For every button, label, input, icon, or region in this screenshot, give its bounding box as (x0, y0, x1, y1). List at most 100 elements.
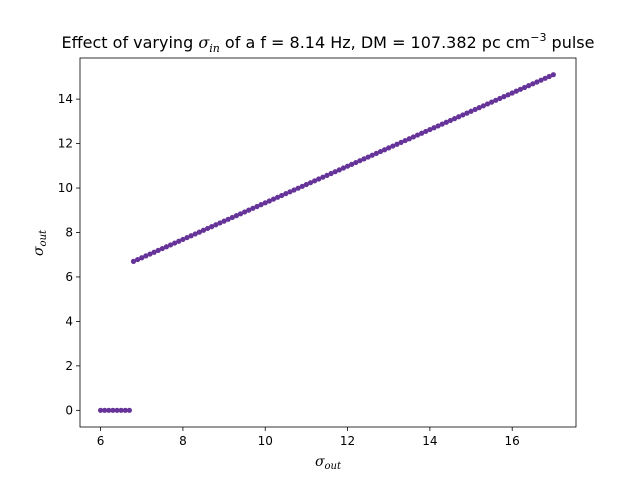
data-point (163, 244, 170, 250)
y-tick-label: 4 (65, 314, 73, 328)
x-tick-label: 14 (422, 434, 437, 448)
data-point (274, 194, 281, 200)
y-axis: 0 2 4 6 8 10 12 14 (58, 92, 80, 417)
data-point (443, 119, 449, 125)
data-point (427, 126, 433, 133)
data-point (472, 106, 478, 113)
data-point (381, 147, 388, 153)
data-point (102, 407, 108, 413)
x-tick-label: 6 (97, 434, 105, 448)
chart-title-suffix: pulse (546, 33, 594, 52)
data-point (357, 158, 363, 164)
data-point (172, 240, 178, 246)
data-point (406, 136, 412, 142)
data-point (159, 245, 165, 252)
chart-title-superscript: −3 (530, 31, 546, 44)
y-tick-label: 10 (58, 181, 73, 195)
data-point (361, 156, 367, 162)
data-point (435, 123, 441, 129)
y-tick-label: 2 (65, 359, 73, 373)
data-point (336, 167, 342, 173)
data-point (155, 247, 161, 254)
data-point (517, 86, 524, 92)
y-axis-label-sub: out (38, 229, 49, 246)
data-point (340, 165, 347, 171)
data-point (464, 110, 470, 116)
data-point (118, 407, 124, 413)
data-point (394, 141, 400, 147)
data-point (291, 187, 297, 193)
data-point (513, 88, 519, 94)
data-point (353, 159, 359, 166)
data-point (143, 253, 149, 259)
y-tick-label: 6 (65, 270, 73, 284)
x-axis-label-sub: out (325, 461, 342, 472)
data-point (139, 255, 145, 261)
chart-title-symbol-sub: in (209, 42, 220, 55)
data-point (460, 112, 466, 118)
data-point (237, 211, 244, 217)
data-point (509, 90, 515, 96)
data-point (126, 407, 132, 413)
data-point (521, 84, 528, 91)
y-axis-label-symbol: σ (31, 246, 47, 256)
data-point (209, 224, 215, 230)
data-point (180, 236, 186, 243)
data-point (316, 176, 322, 182)
x-axis-label-symbol: σ (315, 454, 325, 470)
data-point (106, 407, 112, 413)
data-point (546, 73, 552, 80)
data-point (390, 143, 396, 149)
chart-title-prefix: Effect of varying (62, 33, 199, 52)
data-point (167, 242, 174, 248)
data-point (188, 233, 194, 239)
data-point (493, 97, 499, 103)
data-point (254, 203, 260, 210)
data-point (451, 116, 458, 122)
data-point (287, 189, 293, 195)
data-point (538, 77, 544, 83)
data-point (213, 222, 219, 228)
data-point (151, 249, 157, 255)
data-point (328, 170, 334, 177)
data-point (279, 192, 285, 199)
data-point (192, 231, 198, 237)
data-point (349, 161, 355, 167)
data-point (324, 172, 330, 178)
y-tick-label: 8 (65, 225, 73, 239)
data-point (312, 178, 318, 184)
data-point (283, 191, 289, 197)
data-point (468, 108, 474, 114)
chart-title-symbol: σ (198, 33, 210, 52)
data-point (505, 92, 511, 98)
x-tick-label: 12 (340, 434, 355, 448)
data-point (258, 202, 264, 208)
data-point (135, 256, 141, 263)
data-point (414, 132, 421, 138)
data-point (456, 114, 462, 120)
data-point (200, 227, 207, 233)
data-point (114, 407, 120, 413)
chart-title: Effect of varying σin of a f = 8.14 Hz, … (62, 31, 595, 55)
data-point (303, 181, 309, 188)
plot-frame (79, 57, 577, 428)
x-axis: 6 8 10 12 14 16 (97, 427, 520, 448)
x-tick-label: 10 (258, 434, 273, 448)
y-tick-label: 14 (58, 92, 73, 106)
data-point (542, 75, 548, 81)
data-point (344, 163, 351, 169)
data-point (266, 198, 272, 204)
data-point (398, 139, 404, 146)
data-point (221, 218, 227, 224)
data-point (110, 407, 116, 413)
y-tick-label: 12 (58, 137, 73, 151)
data-point (242, 209, 248, 215)
data-point (246, 207, 252, 213)
data-point (229, 214, 235, 221)
data-point (447, 117, 454, 124)
data-point (497, 95, 503, 102)
data-point (423, 128, 429, 135)
data-point (122, 407, 128, 413)
data-point (550, 72, 556, 78)
